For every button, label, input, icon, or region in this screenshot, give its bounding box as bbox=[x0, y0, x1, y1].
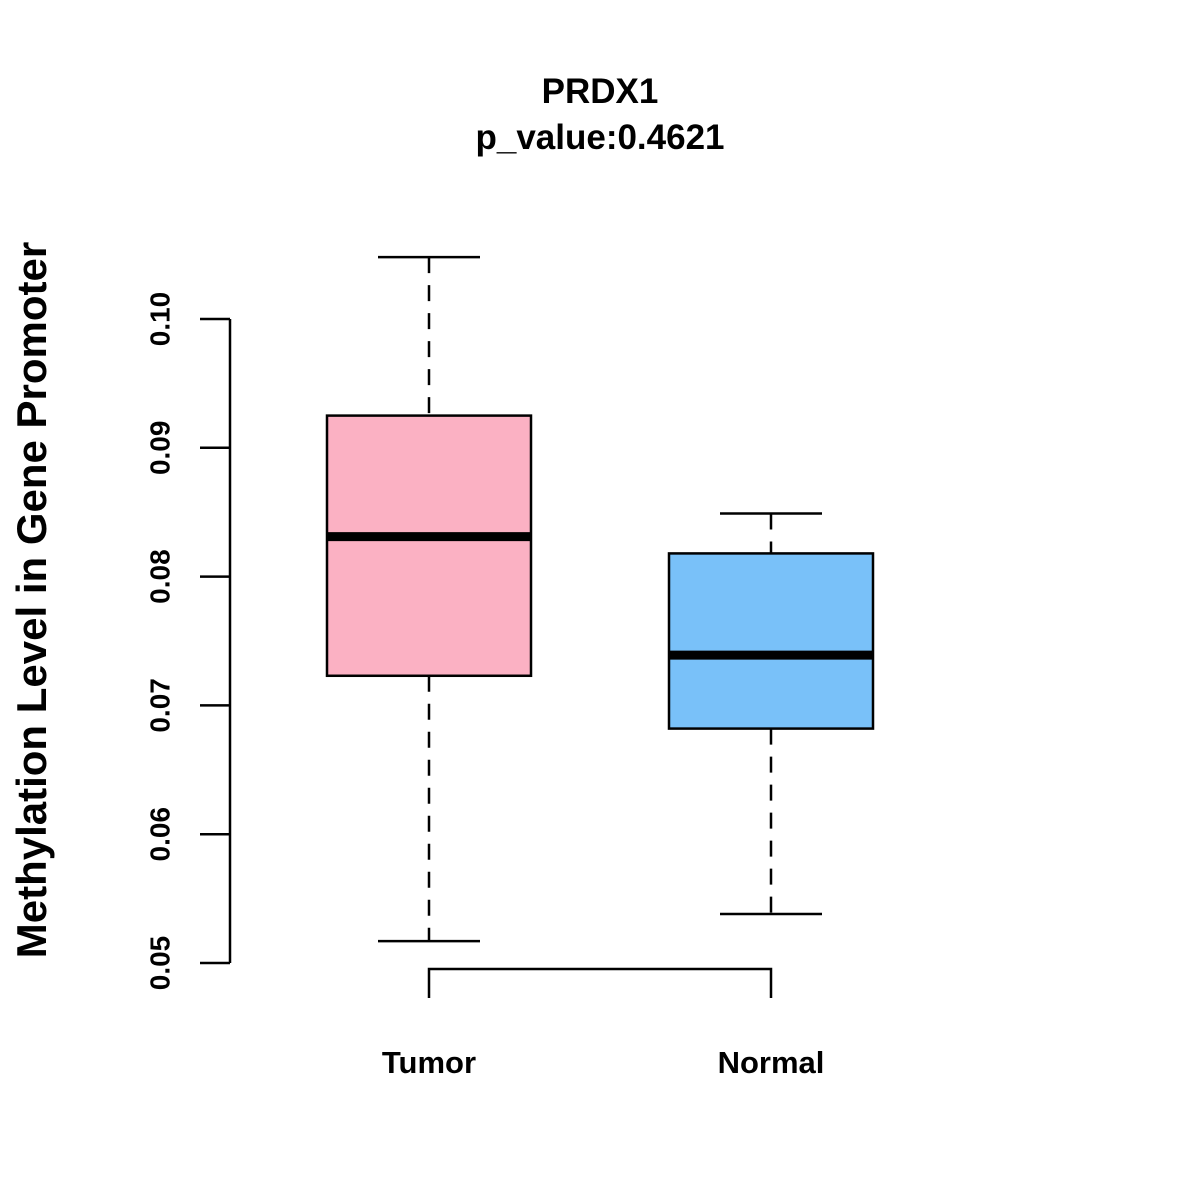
chart-subtitle: p_value:0.4621 bbox=[475, 118, 725, 157]
x-axis-tick-labels: Tumor Normal bbox=[382, 1045, 824, 1080]
bracket-line bbox=[427, 967, 773, 998]
chart-title: PRDX1 bbox=[541, 72, 659, 111]
box-tumor bbox=[325, 255, 533, 943]
y-tick-label-5: 0.10 bbox=[144, 292, 175, 347]
y-tick-label-4: 0.09 bbox=[144, 421, 175, 476]
y-tick-label-2: 0.07 bbox=[144, 678, 175, 733]
y-tick-label-1: 0.06 bbox=[144, 807, 175, 862]
y-tick-label-3: 0.08 bbox=[144, 549, 175, 604]
box-rect bbox=[667, 552, 875, 730]
box-rect bbox=[325, 414, 533, 678]
comparison-bracket bbox=[427, 967, 773, 998]
x-tick-label-tumor: Tumor bbox=[382, 1045, 476, 1080]
x-tick-label-normal: Normal bbox=[718, 1045, 825, 1080]
box-normal bbox=[667, 512, 875, 916]
y-axis: 0.05 0.06 0.07 0.08 0.09 0.10 bbox=[144, 292, 232, 991]
y-tick-label-0: 0.05 bbox=[144, 936, 175, 991]
boxes bbox=[325, 255, 875, 943]
